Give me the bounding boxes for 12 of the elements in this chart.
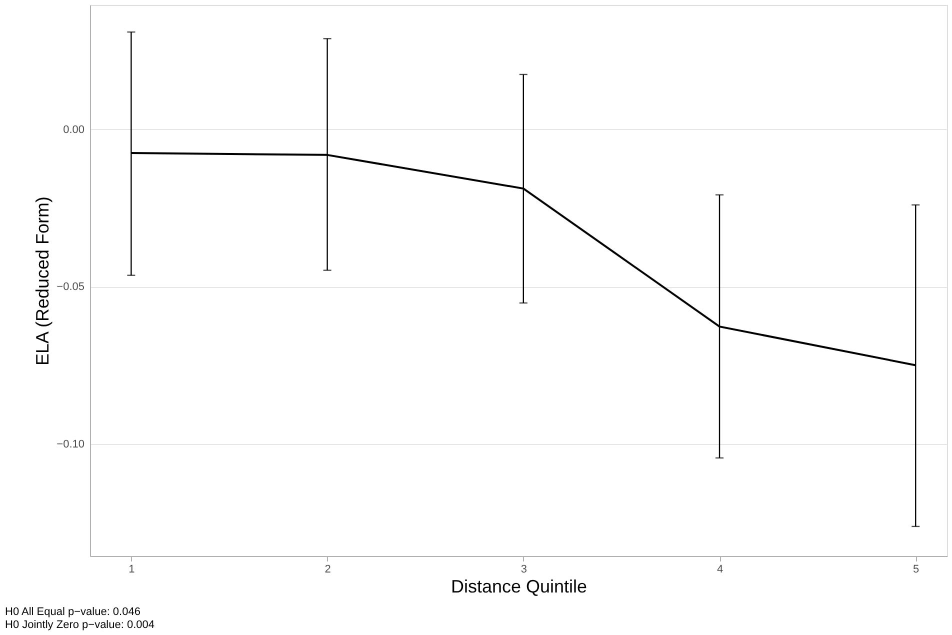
x-axis-title: Distance Quintile — [450, 576, 588, 596]
y-tick-label: −0.10 — [56, 438, 84, 450]
text: H0 Jointly Zero p−value: 0.004 — [5, 619, 155, 631]
x-tick-label: 4 — [716, 564, 724, 576]
y-axis-title: ELA (Reduced Form) — [32, 196, 53, 366]
x-tick-label: 1 — [128, 564, 135, 576]
x-tick-label: 5 — [913, 564, 920, 576]
x-tick-label: 3 — [520, 564, 527, 576]
x-tick-label: 2 — [324, 564, 331, 576]
y-tick-label: −0.05 — [56, 281, 84, 294]
y-tick-label: 0.00 — [63, 124, 84, 136]
text: H0 All Equal p−value: 0.046 — [5, 606, 140, 618]
